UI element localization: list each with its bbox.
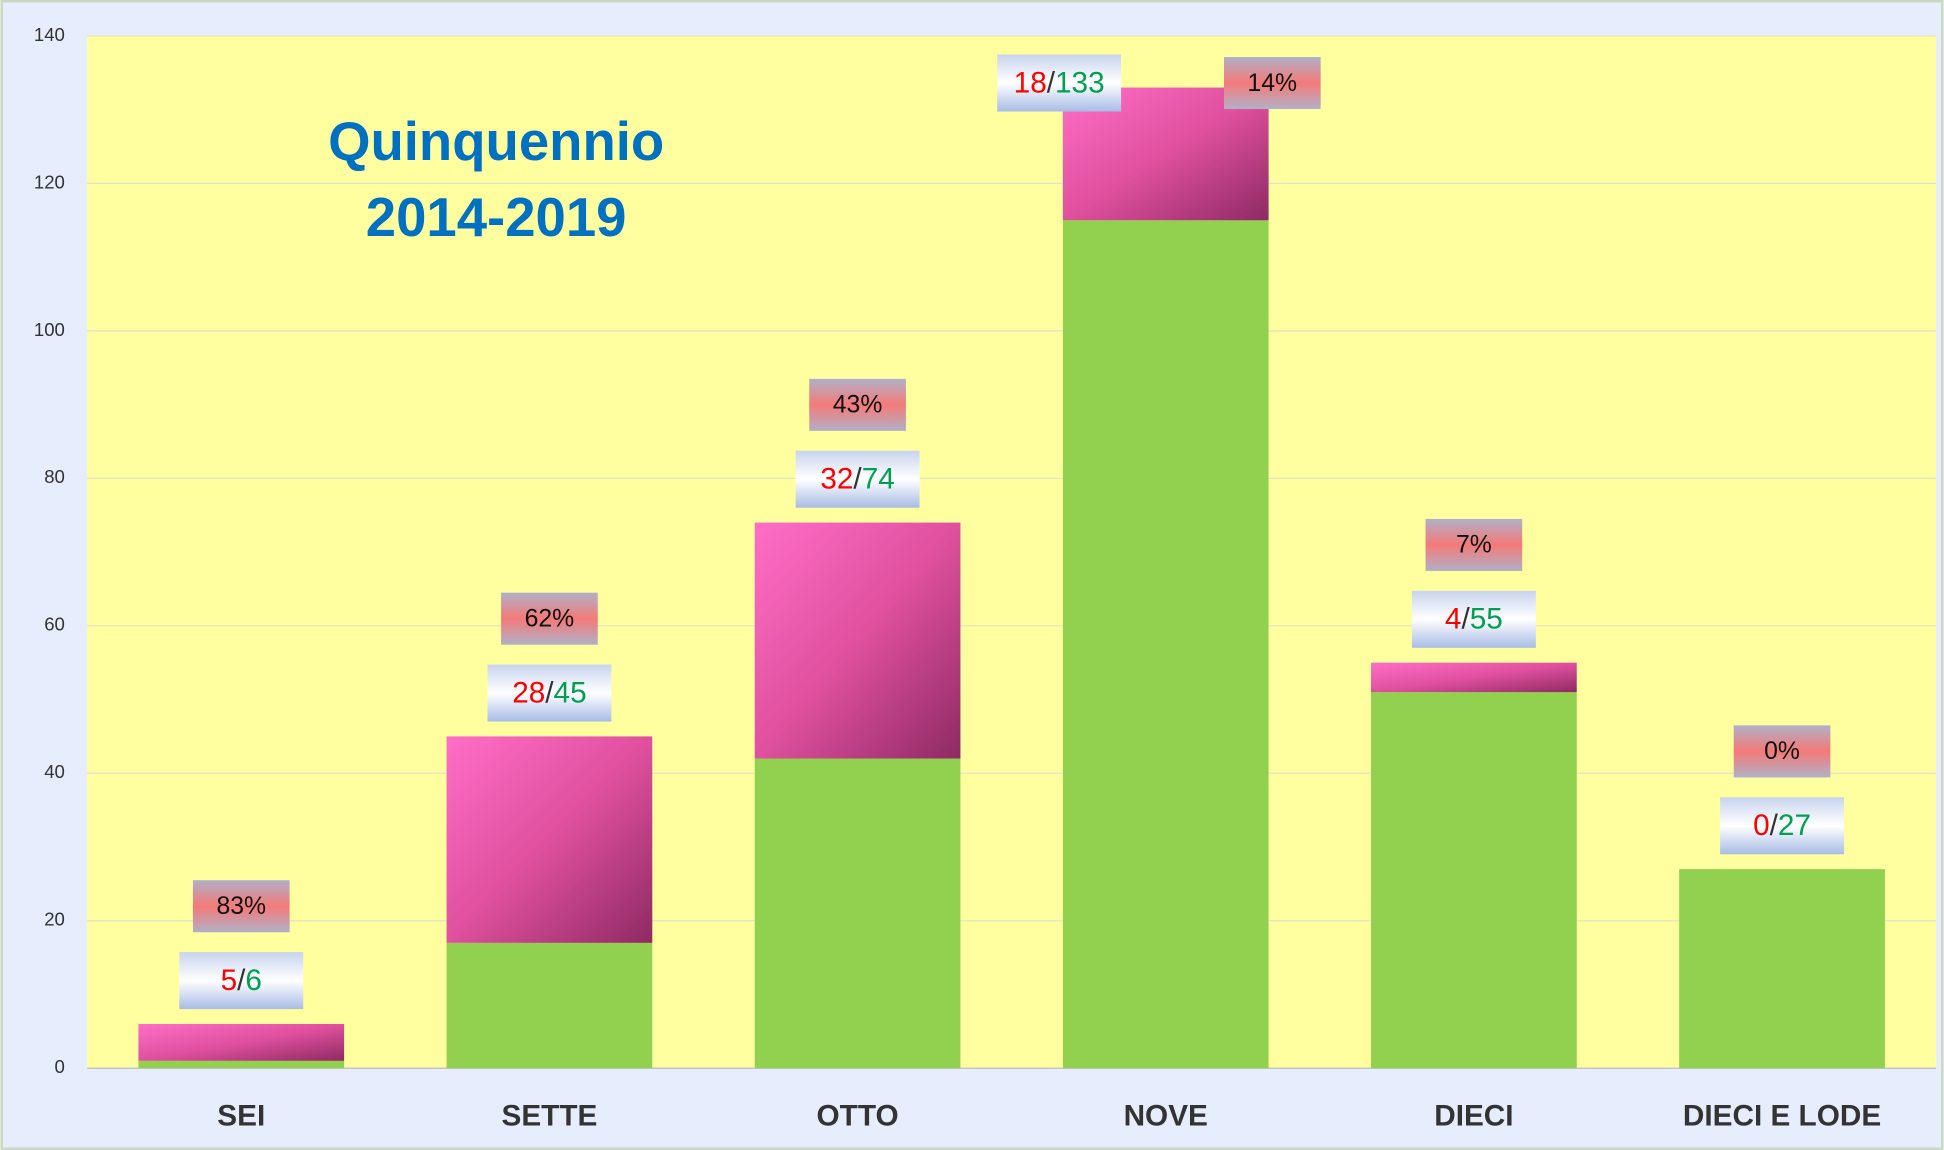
plot-area: [87, 35, 1937, 1069]
percent-label: 62%: [525, 605, 575, 632]
bar-segment: [754, 758, 961, 1069]
y-tick-label: 100: [34, 319, 65, 340]
ratio-part: 4: [1445, 602, 1462, 635]
x-tick-label: SETTE: [502, 1100, 598, 1133]
y-tick-label: 0: [55, 1056, 65, 1077]
y-tick-label: 120: [34, 171, 65, 192]
x-tick-label: SEI: [217, 1100, 265, 1133]
y-tick-label: 80: [44, 466, 65, 487]
bar-segment: [1062, 220, 1269, 1069]
percent-label-box: [1425, 518, 1523, 571]
ratio-part: 32: [820, 462, 853, 495]
percent-label-box: [192, 880, 290, 933]
x-tick-label: OTTO: [817, 1100, 899, 1133]
y-tick-label: 40: [44, 761, 65, 782]
ratio-separator: /: [853, 462, 862, 495]
ratio-part: 18: [1014, 66, 1047, 99]
x-tick-label: DIECI: [1434, 1100, 1513, 1133]
percent-label: 7%: [1456, 532, 1492, 559]
x-tick-label: DIECI E LODE: [1683, 1100, 1881, 1133]
ratio-total: 74: [862, 462, 895, 495]
ratio-part: 5: [221, 964, 238, 997]
ratio-label: 18/133: [1014, 66, 1105, 99]
y-tick-label: 20: [44, 909, 65, 930]
ratio-separator: /: [1047, 66, 1056, 99]
bar-segment: [1371, 692, 1577, 1069]
bar-segment: [446, 942, 653, 1069]
bar-segment: [446, 736, 653, 943]
y-tick-label: 60: [44, 614, 65, 635]
ratio-part: 0: [1753, 809, 1770, 842]
bar-segment: [138, 1023, 345, 1061]
percent-label: 43%: [833, 392, 883, 419]
title-line: 2014-2019: [366, 187, 627, 248]
percent-label: 14%: [1248, 70, 1298, 97]
chart-title: Quinquennio 2014-2019: [328, 112, 664, 249]
ratio-label: 28/45: [512, 676, 586, 709]
percent-label-box: [1733, 725, 1831, 778]
ratio-label-box: [997, 54, 1122, 112]
ratio-total: 55: [1470, 602, 1503, 635]
x-tick-label: NOVE: [1124, 1100, 1208, 1133]
ratio-label-box: [487, 664, 612, 722]
ratio-label-box: [1720, 797, 1845, 855]
ratio-label: 4/55: [1445, 602, 1503, 635]
ratio-total: 45: [554, 676, 587, 709]
bar-segment: [1679, 869, 1885, 1069]
ratio-separator: /: [545, 676, 554, 709]
ratio-part: 28: [512, 676, 545, 709]
ratio-label-box: [179, 952, 304, 1010]
bar-segment: [1371, 662, 1577, 693]
ratio-total: 6: [245, 964, 262, 997]
ratio-total: 27: [1778, 809, 1811, 842]
ratio-separator: /: [237, 964, 246, 997]
percent-label-box: [501, 592, 598, 645]
y-tick-label: 140: [34, 24, 65, 45]
percent-label: 83%: [216, 893, 266, 920]
bar-segment: [754, 522, 961, 759]
ratio-label: 5/6: [221, 964, 262, 997]
title-line: Quinquennio: [328, 112, 664, 173]
ratio-separator: /: [1461, 602, 1470, 635]
percent-label-box: [809, 378, 906, 431]
bar-segment: [138, 1060, 345, 1069]
ratio-total: 133: [1055, 66, 1105, 99]
ratio-label: 32/74: [820, 462, 894, 495]
ratio-label-box: [795, 450, 920, 508]
ratio-separator: /: [1770, 809, 1779, 842]
percent-label-box: [1223, 57, 1321, 110]
ratio-label: 0/27: [1753, 809, 1811, 842]
ratio-label-box: [1411, 590, 1536, 648]
percent-label: 0%: [1764, 738, 1800, 765]
